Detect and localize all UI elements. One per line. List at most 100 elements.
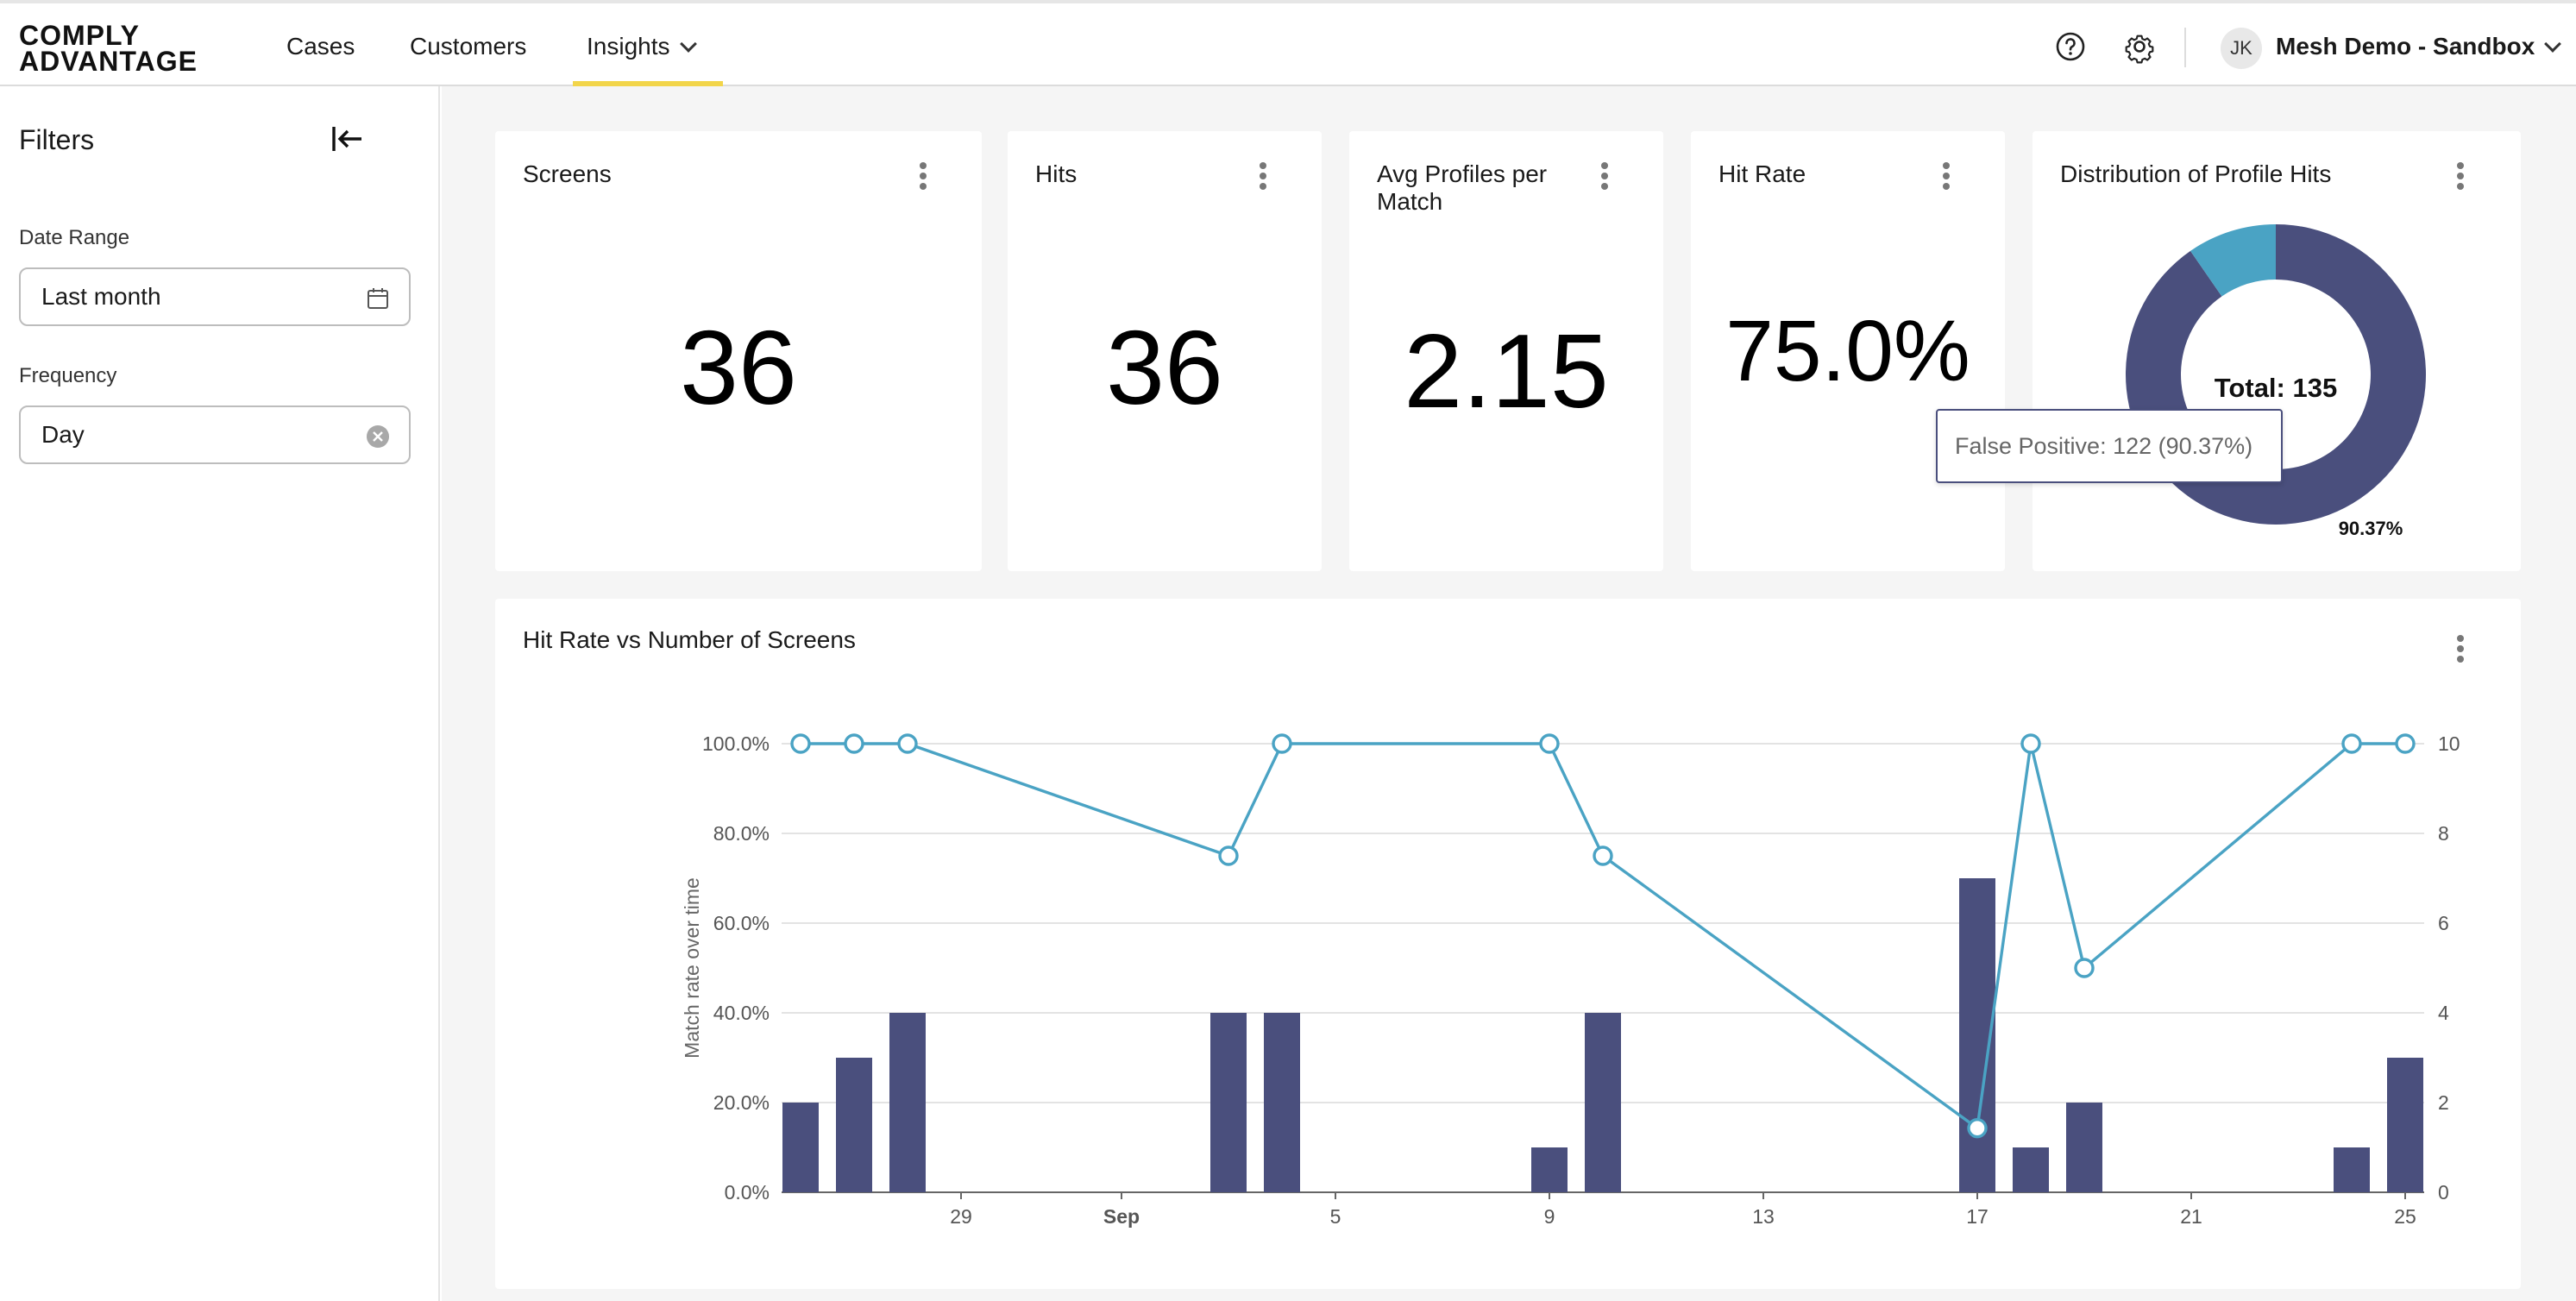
- y-left-tick-label: 60.0%: [713, 912, 770, 934]
- card-title: Avg Profiles per Match: [1377, 160, 1547, 216]
- combo-chart: 0.0% 20.0% 40.0% 60.0% 80.0% 100.0% 0 2 4 6 8 10 Mat…: [681, 732, 2460, 1228]
- card-menu-icon[interactable]: [1599, 159, 1610, 193]
- card-title: Hits: [1035, 160, 1078, 187]
- hit-rate-point[interactable]: [790, 733, 811, 754]
- date-range-field[interactable]: Last month: [19, 267, 411, 326]
- screens-bar[interactable]: [2066, 1103, 2102, 1192]
- x-tick-label: 9: [1544, 1205, 1555, 1228]
- screens-bar[interactable]: [782, 1103, 819, 1192]
- card-title: Hit Rate: [1718, 160, 1806, 187]
- nav-cases[interactable]: Cases: [286, 33, 355, 60]
- avg-profiles-card: Avg Profiles per Match 2.15: [1349, 131, 1663, 571]
- y-axis-label: Match rate over time: [681, 877, 703, 1059]
- x-tick-label: 29: [950, 1205, 972, 1228]
- header-divider: [2184, 28, 2186, 67]
- hits-value: 36: [1106, 309, 1223, 426]
- y-right-tick-label: 6: [2438, 912, 2449, 934]
- insights-dashboard: Screens 36 Hits 36 Avg Profiles per Matc…: [442, 86, 2576, 1301]
- x-tick-label: 25: [2394, 1205, 2416, 1228]
- y-right-tick-label: 0: [2438, 1181, 2449, 1204]
- y-right-tick-label: 10: [2438, 732, 2460, 755]
- hit-rate-point[interactable]: [1272, 733, 1292, 754]
- screens-bar[interactable]: [2387, 1058, 2423, 1192]
- frequency-label: Frequency: [19, 364, 117, 387]
- hits-card: Hits 36: [1008, 131, 1322, 571]
- comply-advantage-logo[interactable]: COMPLY ADVANTAGE: [19, 20, 198, 77]
- card-title: Distribution of Profile Hits: [2060, 160, 2332, 187]
- card-title-line-1: Avg Profiles per: [1377, 160, 1548, 187]
- donut-slice-label: 90.37%: [2339, 518, 2403, 539]
- avatar[interactable]: JK: [2221, 28, 2262, 69]
- y-left-tick-label: 40.0%: [713, 1002, 770, 1024]
- nav-insights-label: Insights: [587, 33, 670, 60]
- screens-bar[interactable]: [1585, 1013, 1621, 1192]
- y-left-tick-label: 20.0%: [713, 1091, 770, 1114]
- screens-bar[interactable]: [2334, 1147, 2370, 1192]
- help-icon[interactable]: [2053, 29, 2088, 64]
- hit-rate-vs-screens-card: Hit Rate vs Number of Screens 0.0% 20.0% 4…: [495, 599, 2521, 1289]
- card-title: Screens: [523, 160, 612, 187]
- chevron-down-icon: [679, 35, 697, 53]
- card-menu-icon[interactable]: [2455, 159, 2466, 193]
- x-tick-label: 13: [1752, 1205, 1775, 1228]
- x-tick-label: 21: [2180, 1205, 2202, 1228]
- hit-rate-point[interactable]: [2020, 733, 2041, 754]
- screens-bar[interactable]: [1210, 1013, 1247, 1192]
- chart-tooltip: False Positive: 122 (90.37%): [1936, 409, 2283, 483]
- y-right-tick-label: 2: [2438, 1091, 2449, 1114]
- logo-line-2: ADVANTAGE: [19, 46, 198, 77]
- hit-rate-value: 75.0%: [1725, 303, 1970, 399]
- screens-bar[interactable]: [1531, 1147, 1568, 1192]
- nav-customers[interactable]: Customers: [410, 33, 527, 60]
- card-menu-icon[interactable]: [2455, 632, 2466, 666]
- frequency-field[interactable]: Day: [19, 405, 411, 464]
- clear-icon[interactable]: [366, 424, 390, 449]
- screens-bar[interactable]: [1264, 1013, 1300, 1192]
- screens-bar[interactable]: [836, 1058, 872, 1192]
- hit-rate-point[interactable]: [1218, 845, 1239, 866]
- y-left-tick-label: 0.0%: [725, 1181, 770, 1204]
- chevron-down-icon: [2544, 35, 2562, 53]
- x-tick-label: Sep: [1103, 1205, 1140, 1228]
- distribution-card: Distribution of Profile Hits Total: 135 …: [2033, 131, 2521, 571]
- filters-title: Filters: [19, 124, 95, 155]
- account-name: Mesh Demo - Sandbox: [2276, 33, 2535, 60]
- y-right-tick-label: 8: [2438, 822, 2449, 845]
- screens-card: Screens 36: [495, 131, 982, 571]
- hit-rate-point[interactable]: [1593, 845, 1613, 866]
- hit-rate-point[interactable]: [1967, 1117, 1988, 1139]
- y-left-tick-label: 100.0%: [702, 732, 770, 755]
- logo-line-1: COMPLY: [19, 20, 140, 51]
- x-tick-label: 5: [1330, 1205, 1341, 1228]
- filters-sidebar: Filters Date Range Last month Frequency …: [0, 86, 440, 1301]
- screens-bar[interactable]: [2013, 1147, 2049, 1192]
- screens-bar[interactable]: [889, 1013, 926, 1192]
- hit-rate-point[interactable]: [2395, 733, 2416, 754]
- hit-rate-point[interactable]: [1539, 733, 1560, 754]
- donut-chart: Total: 135 90.37%: [2126, 224, 2426, 539]
- hit-rate-card: Hit Rate 75.0%: [1691, 131, 2005, 571]
- donut-center-label: Total: 135: [2215, 373, 2337, 403]
- hit-rate-point[interactable]: [2341, 733, 2362, 754]
- hit-rate-point[interactable]: [844, 733, 864, 754]
- gear-icon[interactable]: [2122, 29, 2157, 64]
- collapse-sidebar-icon[interactable]: [331, 124, 364, 154]
- avg-profiles-value: 2.15: [1404, 312, 1609, 430]
- card-title-line-2: Match: [1377, 188, 1443, 215]
- hit-rate-point[interactable]: [897, 733, 918, 754]
- card-menu-icon[interactable]: [918, 159, 928, 193]
- top-navigation-bar: COMPLY ADVANTAGE Cases Customers Insight…: [0, 0, 2576, 87]
- donut-slice[interactable]: [2190, 224, 2276, 297]
- screens-value: 36: [680, 309, 797, 426]
- card-title: Hit Rate vs Number of Screens: [523, 626, 856, 653]
- card-menu-icon[interactable]: [1941, 159, 1951, 193]
- nav-active-indicator: [573, 81, 723, 87]
- card-menu-icon[interactable]: [1258, 159, 1268, 193]
- frequency-value: Day: [41, 421, 85, 448]
- date-range-value: Last month: [41, 283, 161, 310]
- hit-rate-point[interactable]: [2074, 958, 2095, 978]
- nav-insights[interactable]: Insights: [587, 33, 697, 60]
- y-left-tick-label: 80.0%: [713, 822, 770, 845]
- account-menu[interactable]: Mesh Demo - Sandbox: [2276, 33, 2562, 60]
- calendar-icon[interactable]: [366, 286, 390, 311]
